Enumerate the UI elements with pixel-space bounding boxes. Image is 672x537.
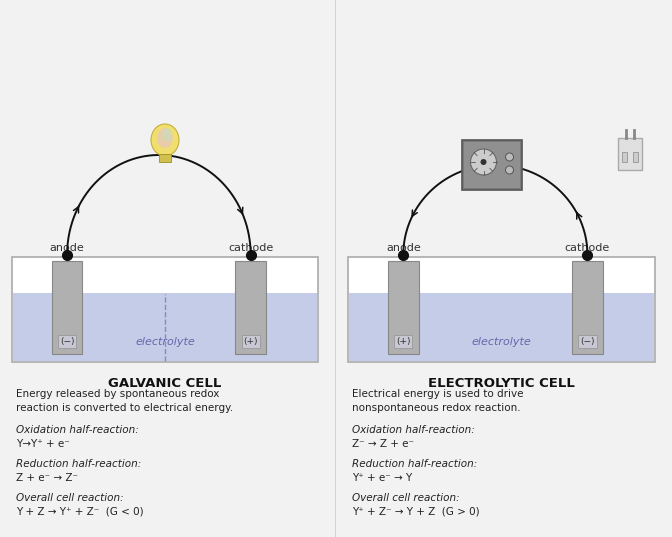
Text: Y + Z → Y⁺ + Z⁻  (G < 0): Y + Z → Y⁺ + Z⁻ (G < 0) — [16, 507, 144, 517]
Text: anode: anode — [386, 243, 421, 253]
Text: cathode: cathode — [228, 243, 274, 253]
Text: Reduction half-reaction:: Reduction half-reaction: — [16, 459, 141, 469]
Text: Y⁺ + Z⁻ → Y + Z  (G > 0): Y⁺ + Z⁻ → Y + Z (G > 0) — [352, 507, 480, 517]
Text: ELECTROLYTIC CELL: ELECTROLYTIC CELL — [428, 377, 575, 390]
Bar — [462, 140, 521, 190]
Text: Electrical energy is used to drive: Electrical energy is used to drive — [352, 389, 523, 399]
Bar — [52, 261, 83, 353]
Text: Z + e⁻ → Z⁻: Z + e⁻ → Z⁻ — [16, 473, 78, 483]
Bar — [235, 261, 266, 353]
Ellipse shape — [151, 124, 179, 156]
Text: cathode: cathode — [565, 243, 610, 253]
Text: electrolyte: electrolyte — [472, 337, 532, 346]
Text: Z⁻ → Z + e⁻: Z⁻ → Z + e⁻ — [352, 439, 414, 449]
Text: GALVANIC CELL: GALVANIC CELL — [108, 377, 222, 390]
Text: Overall cell reaction:: Overall cell reaction: — [16, 493, 124, 503]
Bar — [618, 138, 642, 170]
Text: (+): (+) — [396, 337, 411, 346]
Text: electrolyte: electrolyte — [135, 337, 195, 346]
Bar — [622, 152, 627, 162]
Bar — [464, 142, 519, 188]
Text: Y→Y⁺ + e⁻: Y→Y⁺ + e⁻ — [16, 439, 70, 449]
Text: anode: anode — [50, 243, 85, 253]
Bar — [13, 293, 317, 361]
Ellipse shape — [157, 128, 173, 148]
Text: Reduction half-reaction:: Reduction half-reaction: — [352, 459, 477, 469]
Text: (+): (+) — [243, 337, 258, 346]
Ellipse shape — [162, 128, 172, 142]
Circle shape — [480, 159, 487, 165]
Circle shape — [505, 153, 513, 161]
Text: nonspontaneous redox reaction.: nonspontaneous redox reaction. — [352, 403, 521, 413]
Text: Oxidation half-reaction:: Oxidation half-reaction: — [16, 425, 138, 435]
Text: Oxidation half-reaction:: Oxidation half-reaction: — [352, 425, 474, 435]
Bar — [633, 152, 638, 162]
Bar — [388, 261, 419, 353]
Bar — [349, 293, 654, 361]
Text: Energy released by spontaneous redox: Energy released by spontaneous redox — [16, 389, 219, 399]
Circle shape — [470, 149, 497, 175]
Text: (−): (−) — [60, 337, 75, 346]
Bar — [572, 261, 603, 353]
Circle shape — [505, 166, 513, 174]
Bar — [348, 257, 655, 362]
Text: reaction is converted to electrical energy.: reaction is converted to electrical ener… — [16, 403, 233, 413]
Bar — [12, 257, 318, 362]
Bar — [159, 154, 171, 162]
Text: Overall cell reaction:: Overall cell reaction: — [352, 493, 460, 503]
Text: Y⁺ + e⁻ → Y: Y⁺ + e⁻ → Y — [352, 473, 412, 483]
Text: (−): (−) — [580, 337, 595, 346]
